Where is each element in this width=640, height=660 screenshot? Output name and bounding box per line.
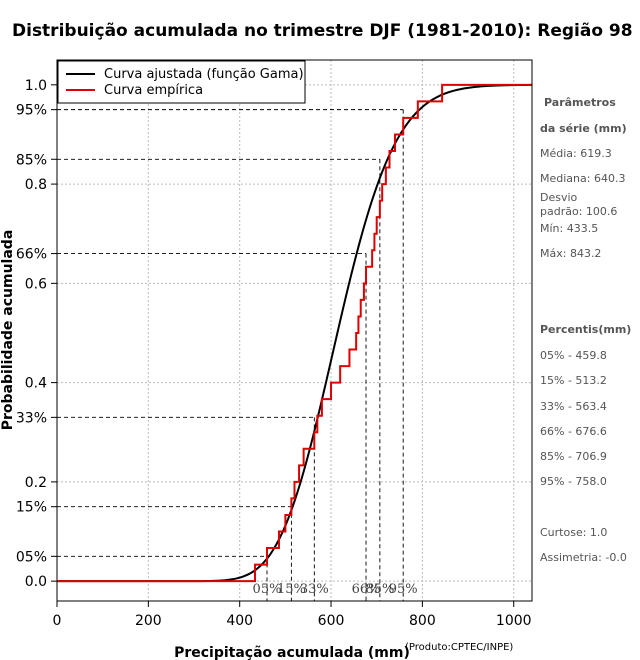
percentile-bottom-label: 15% <box>277 582 306 597</box>
percentile-bottom-label: 95% <box>389 582 418 597</box>
legend-label-fitted: Curva ajustada (função Gama) <box>104 67 304 82</box>
stat-assimetria: Assimetria: -0.0 <box>540 551 627 564</box>
y-tick-label: 0.2 <box>25 475 47 491</box>
percentile-bottom-label: 33% <box>300 582 329 597</box>
percentile-bottom-label: 05% <box>253 582 282 597</box>
empirical-step-curve <box>57 83 532 583</box>
legend: Curva ajustada (função Gama) Curva empír… <box>57 60 306 104</box>
x-tick-label: 1000 <box>496 613 532 629</box>
chart-title: Distribuição acumulada no trimestre DJF … <box>12 21 633 41</box>
stat-desvio-2: padrão: 100.6 <box>540 205 617 218</box>
percentile-33: 33% - 563.4 <box>540 400 607 413</box>
percentis-title: Percentis(mm) <box>540 323 631 336</box>
plot-frame <box>56 59 533 602</box>
y-percentile-tick-label: 85% <box>16 152 47 168</box>
percentile-66: 66% - 676.6 <box>540 425 607 438</box>
x-tick-label: 0 <box>53 613 62 629</box>
legend-box <box>57 60 306 104</box>
side-panel: Parâmetros da série (mm) Média: 619.3 Me… <box>540 96 631 564</box>
x-tick-label: 200 <box>135 613 162 629</box>
y-tick-label: 1.0 <box>25 78 47 94</box>
grid-lines <box>56 60 532 601</box>
legend-label-empirical: Curva empírica <box>104 83 203 98</box>
y-percentile-tick-label: 15% <box>16 500 47 516</box>
y-percentile-tick-label: 33% <box>16 410 47 426</box>
product-credit: (Produto:CPTEC/INPE) <box>405 642 513 653</box>
percentile-05: 05% - 459.8 <box>540 349 607 362</box>
y-tick-label: 0.6 <box>25 276 47 292</box>
stat-curtose: Curtose: 1.0 <box>540 526 607 539</box>
x-tick-label: 600 <box>318 613 345 629</box>
params-title-2: da série (mm) <box>540 122 627 135</box>
percentile-95: 95% - 758.0 <box>540 475 607 488</box>
y-axis-label: Probabilidade acumulada <box>0 230 16 431</box>
curves <box>57 83 533 583</box>
y-tick-label: 0.4 <box>25 376 47 392</box>
percentile-bottom-label: 66% <box>352 582 381 597</box>
x-axis-ticks: 0 200 400 600 800 1000 <box>53 601 532 629</box>
params-title-1: Parâmetros <box>544 96 616 109</box>
percentile-15: 15% - 513.2 <box>540 374 607 387</box>
y-tick-label: 0.8 <box>25 177 47 193</box>
y-axis-ticks: 0.0 0.2 0.4 0.6 0.8 1.0 05% 15% 33% 66% 85% 95% <box>16 78 57 590</box>
stat-max: Máx: 843.2 <box>540 247 601 260</box>
percentile-bottom-label: 85% <box>365 582 394 597</box>
y-percentile-tick-label: 95% <box>16 103 47 119</box>
percentile-marker-lines <box>57 109 404 601</box>
y-tick-label: 0.0 <box>25 574 47 590</box>
percentile-85: 85% - 706.9 <box>540 450 607 463</box>
stat-desvio-1: Desvio <box>540 191 578 204</box>
y-percentile-tick-label: 66% <box>16 247 47 263</box>
x-tick-label: 800 <box>409 613 436 629</box>
stat-media: Média: 619.3 <box>540 147 612 160</box>
y-percentile-tick-label: 05% <box>16 549 47 565</box>
x-tick-label: 400 <box>226 613 253 629</box>
stat-mediana: Mediana: 640.3 <box>540 172 625 185</box>
stat-min: Mín: 433.5 <box>540 222 598 235</box>
x-axis-label: Precipitação acumulada (mm) <box>174 645 410 660</box>
percentile-labels: 05%15%33% 66%85%95% <box>253 582 418 597</box>
